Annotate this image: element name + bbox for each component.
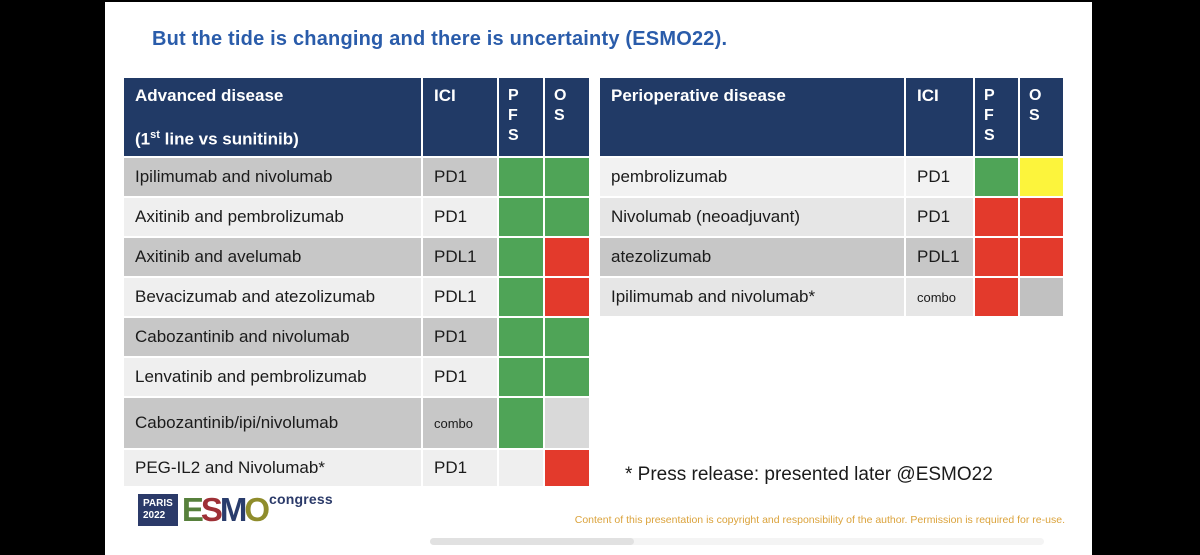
therapy-name-cell: Ipilimumab and nivolumab: [124, 158, 421, 196]
os-column-header: O S: [1020, 78, 1063, 156]
esmo-letter-o: O: [244, 491, 270, 529]
pfs-status-cell: [499, 278, 543, 316]
therapy-name-cell: Cabozantinib and nivolumab: [124, 318, 421, 356]
slide-canvas: But the tide is changing and there is un…: [105, 2, 1092, 555]
page-title: But the tide is changing and there is un…: [152, 28, 728, 50]
os-column-header: O S: [545, 78, 589, 156]
os-status-cell: [1020, 158, 1063, 196]
ici-class-cell: PD1: [423, 450, 497, 486]
advanced-header-line2: (1st line vs sunitinib): [135, 128, 299, 149]
ici-class-cell: combo: [423, 398, 497, 448]
ici-class-cell: PD1: [906, 198, 973, 236]
therapy-name-cell: Bevacizumab and atezolizumab: [124, 278, 421, 316]
ici-class-cell: PD1: [423, 358, 497, 396]
advanced-header-line1: Advanced disease: [135, 86, 284, 105]
esmo-congress-logo: PARIS 2022 ESMO congress: [138, 491, 333, 529]
pfs-status-cell: [975, 238, 1018, 276]
therapy-name-cell: Ipilimumab and nivolumab*: [600, 278, 904, 316]
os-status-cell: [545, 358, 589, 396]
pfs-status-cell: [499, 158, 543, 196]
ici-class-cell: PDL1: [423, 278, 497, 316]
therapy-name-cell: Cabozantinib/ipi/nivolumab: [124, 398, 421, 448]
os-status-cell: [545, 198, 589, 236]
paris-2022-badge: PARIS 2022: [138, 494, 178, 526]
pfs-column-header: P F S: [975, 78, 1018, 156]
esmo-letter-m: M: [219, 491, 247, 529]
pfs-status-cell: [975, 198, 1018, 236]
congress-label: congress: [269, 491, 333, 507]
os-status-cell: [545, 398, 589, 448]
esmo-wordmark: ESMO: [181, 491, 270, 529]
pfs-status-cell: [499, 398, 543, 448]
press-release-footnote: * Press release: presented later @ESMO22: [625, 464, 993, 485]
pfs-status-cell: [499, 198, 543, 236]
therapy-name-cell: Lenvatinib and pembrolizumab: [124, 358, 421, 396]
pfs-status-cell: [499, 358, 543, 396]
esmo-letter-e: E: [181, 491, 204, 529]
os-status-cell: [545, 238, 589, 276]
therapy-name-cell: pembrolizumab: [600, 158, 904, 196]
perioperative-disease-table: Perioperative disease ICI P F S O S pemb…: [600, 78, 1063, 316]
therapy-name-cell: Nivolumab (neoadjuvant): [600, 198, 904, 236]
os-status-cell: [1020, 238, 1063, 276]
os-status-cell: [545, 318, 589, 356]
ici-class-cell: PD1: [423, 318, 497, 356]
os-status-cell: [545, 278, 589, 316]
therapy-name-cell: atezolizumab: [600, 238, 904, 276]
therapy-name-cell: Axitinib and avelumab: [124, 238, 421, 276]
periop-table-header-cell: Perioperative disease: [600, 78, 904, 156]
os-status-cell: [1020, 278, 1063, 316]
ici-class-cell: combo: [906, 278, 973, 316]
esmo-letter-s: S: [200, 491, 223, 529]
advanced-table-header-cell: Advanced disease (1st line vs sunitinib): [124, 78, 421, 156]
ici-column-header: ICI: [906, 78, 973, 156]
os-status-cell: [1020, 198, 1063, 236]
ici-class-cell: PD1: [423, 158, 497, 196]
periop-header-line1: Perioperative disease: [611, 86, 786, 105]
ici-class-cell: PDL1: [423, 238, 497, 276]
pfs-status-cell: [975, 278, 1018, 316]
pfs-status-cell: [499, 318, 543, 356]
therapy-name-cell: Axitinib and pembrolizumab: [124, 198, 421, 236]
pfs-status-cell: [499, 450, 543, 486]
copyright-notice: Content of this presentation is copyrigh…: [574, 514, 1065, 526]
pfs-column-header: P F S: [499, 78, 543, 156]
ici-class-cell: PD1: [906, 158, 973, 196]
ici-column-header: ICI: [423, 78, 497, 156]
therapy-name-cell: PEG-IL2 and Nivolumab*: [124, 450, 421, 486]
scrollbar-thumb[interactable]: [430, 538, 634, 545]
pfs-status-cell: [499, 238, 543, 276]
ici-class-cell: PDL1: [906, 238, 973, 276]
ici-class-cell: PD1: [423, 198, 497, 236]
pfs-status-cell: [975, 158, 1018, 196]
scrollbar-track: [430, 538, 1044, 545]
advanced-disease-table: Advanced disease (1st line vs sunitinib)…: [124, 78, 589, 486]
os-status-cell: [545, 158, 589, 196]
os-status-cell: [545, 450, 589, 486]
